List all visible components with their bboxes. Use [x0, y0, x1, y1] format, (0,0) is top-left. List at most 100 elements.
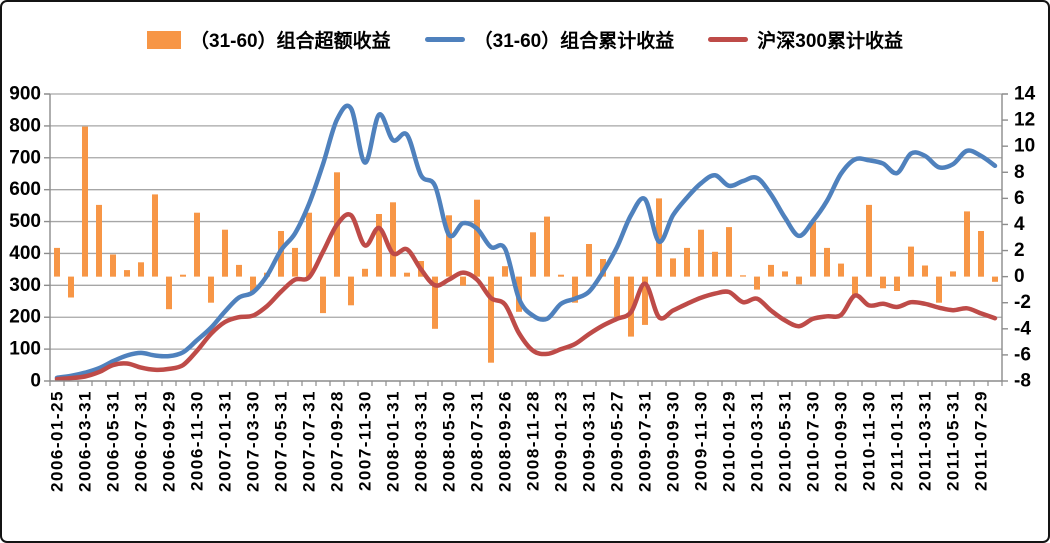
axes	[49, 94, 1003, 382]
bar	[292, 247, 298, 277]
x-axis-tick-label: 2008-11-28	[524, 390, 543, 491]
x-axis-tick-label: 2006-03-31	[76, 390, 95, 492]
left-axis-labels: 0 100 200 300 400 500 600 700 800 900	[9, 84, 50, 392]
line-series-hs300-cumulative	[54, 212, 998, 382]
bar	[572, 276, 578, 303]
bar	[922, 265, 928, 277]
bar	[614, 276, 620, 317]
x-axis-tick-label: 2010-07-30	[804, 390, 823, 492]
left-axis-tick-label: 900	[9, 84, 41, 105]
bar	[726, 227, 732, 277]
legend-item-portfolio-cumulative: （31-60）组合累计收益	[424, 26, 674, 53]
bar	[908, 246, 914, 277]
x-axis-tick-label: 2009-07-31	[636, 390, 655, 492]
bar	[810, 221, 816, 277]
left-axis-tick-label: 500	[9, 211, 41, 232]
bar	[684, 247, 690, 277]
right-axis-tick-label: 8	[1014, 162, 1025, 183]
bar	[796, 276, 802, 285]
chart-legend: （31-60）组合超额收益 （31-60）组合累计收益 沪深300累计收益	[2, 26, 1048, 53]
bar	[964, 211, 970, 277]
bar	[782, 271, 788, 277]
bar	[362, 268, 368, 277]
right-axis-tick-label: -8	[1014, 371, 1031, 392]
bar	[754, 276, 760, 290]
bar	[712, 251, 718, 277]
x-axis-tick-label: 2007-03-30	[244, 390, 263, 492]
bar	[656, 198, 662, 277]
bar	[348, 276, 354, 306]
left-axis-tick-label: 0	[30, 371, 41, 392]
x-axis-tick-label: 2007-07-31	[300, 390, 319, 492]
left-axis-tick-label: 700	[9, 147, 41, 168]
bar	[96, 204, 102, 277]
bar	[82, 126, 88, 277]
bar	[180, 274, 186, 277]
x-axis-tick-label: 2008-03-31	[412, 390, 431, 492]
bar	[530, 232, 536, 277]
x-axis-tick-label: 2009-05-27	[608, 390, 627, 492]
legend-item-excess-return: （31-60）组合超额收益	[147, 26, 391, 53]
bar	[404, 272, 410, 277]
bar	[124, 270, 130, 277]
bar	[236, 264, 242, 277]
bar	[880, 276, 886, 289]
right-axis-tick-label: 6	[1014, 188, 1025, 209]
bar	[320, 276, 326, 314]
bar	[54, 247, 60, 277]
x-axis-tick-label: 2008-07-31	[468, 390, 487, 492]
bar	[894, 276, 900, 291]
right-axis-labels: -8 -6 -4 -2 0 2 4 6 8 10 12 14	[1002, 84, 1036, 392]
bar	[306, 212, 312, 277]
bar	[446, 215, 452, 277]
bar	[488, 276, 494, 363]
x-axis-tick-label: 2010-05-31	[776, 390, 795, 492]
bar	[838, 263, 844, 277]
x-axis-tick-label: 2007-11-30	[356, 390, 375, 491]
x-axis-tick-label: 2006-09-29	[160, 390, 179, 492]
bar	[194, 212, 200, 277]
bar	[642, 276, 648, 325]
x-axis-tick-label: 2009-01-23	[552, 390, 571, 492]
left-axis-tick-label: 400	[9, 243, 41, 264]
x-axis-tick-label: 2010-01-29	[720, 390, 739, 492]
legend-label-excess-return: （31-60）组合超额收益	[190, 31, 391, 52]
x-axis-tick-label: 2006-07-31	[132, 390, 151, 492]
bar	[68, 276, 74, 298]
bar-swatch-icon	[147, 30, 182, 49]
x-axis-tick-label: 2007-05-31	[272, 390, 291, 492]
right-axis-tick-label: 12	[1014, 110, 1035, 131]
legend-label-hs300-cumulative: 沪深300累计收益	[757, 31, 903, 52]
bar	[698, 229, 704, 277]
bar	[852, 276, 858, 295]
bar	[670, 258, 676, 277]
x-axis-tick-label: 2011-05-31	[944, 390, 963, 491]
left-axis-tick-label: 100	[9, 339, 41, 360]
left-axis-tick-label: 300	[9, 275, 41, 296]
x-axis-tick-label: 2006-11-30	[188, 390, 207, 491]
x-axis-tick-label: 2010-09-30	[832, 390, 851, 492]
legend-item-hs300-cumulative: 沪深300累计收益	[708, 26, 903, 53]
bar	[110, 254, 116, 277]
bar	[586, 244, 592, 277]
right-axis-tick-label: 10	[1014, 136, 1035, 157]
bar	[376, 214, 382, 277]
left-axis-tick-label: 800	[9, 115, 41, 136]
x-axis-tick-label: 2007-09-28	[328, 390, 347, 492]
bar	[432, 276, 438, 329]
bar	[824, 247, 830, 277]
bar-series-excess-return	[54, 126, 998, 363]
right-axis-tick-label: 14	[1014, 84, 1036, 105]
x-axis-tick-label: 2008-05-30	[440, 390, 459, 492]
bar	[250, 276, 256, 293]
x-axis-tick-label: 2006-01-25	[48, 390, 67, 492]
x-axis-tick-label: 2010-11-30	[860, 390, 879, 491]
right-axis-tick-label: -6	[1014, 344, 1031, 365]
bar	[628, 276, 634, 337]
x-axis-tick-label: 2007-01-31	[216, 390, 235, 492]
x-axis-tick-label: 2006-05-31	[104, 390, 123, 492]
bar	[152, 194, 158, 277]
x-axis-tick-label: 2011-03-31	[916, 390, 935, 491]
x-axis-tick-label: 2010-03-31	[748, 390, 767, 492]
